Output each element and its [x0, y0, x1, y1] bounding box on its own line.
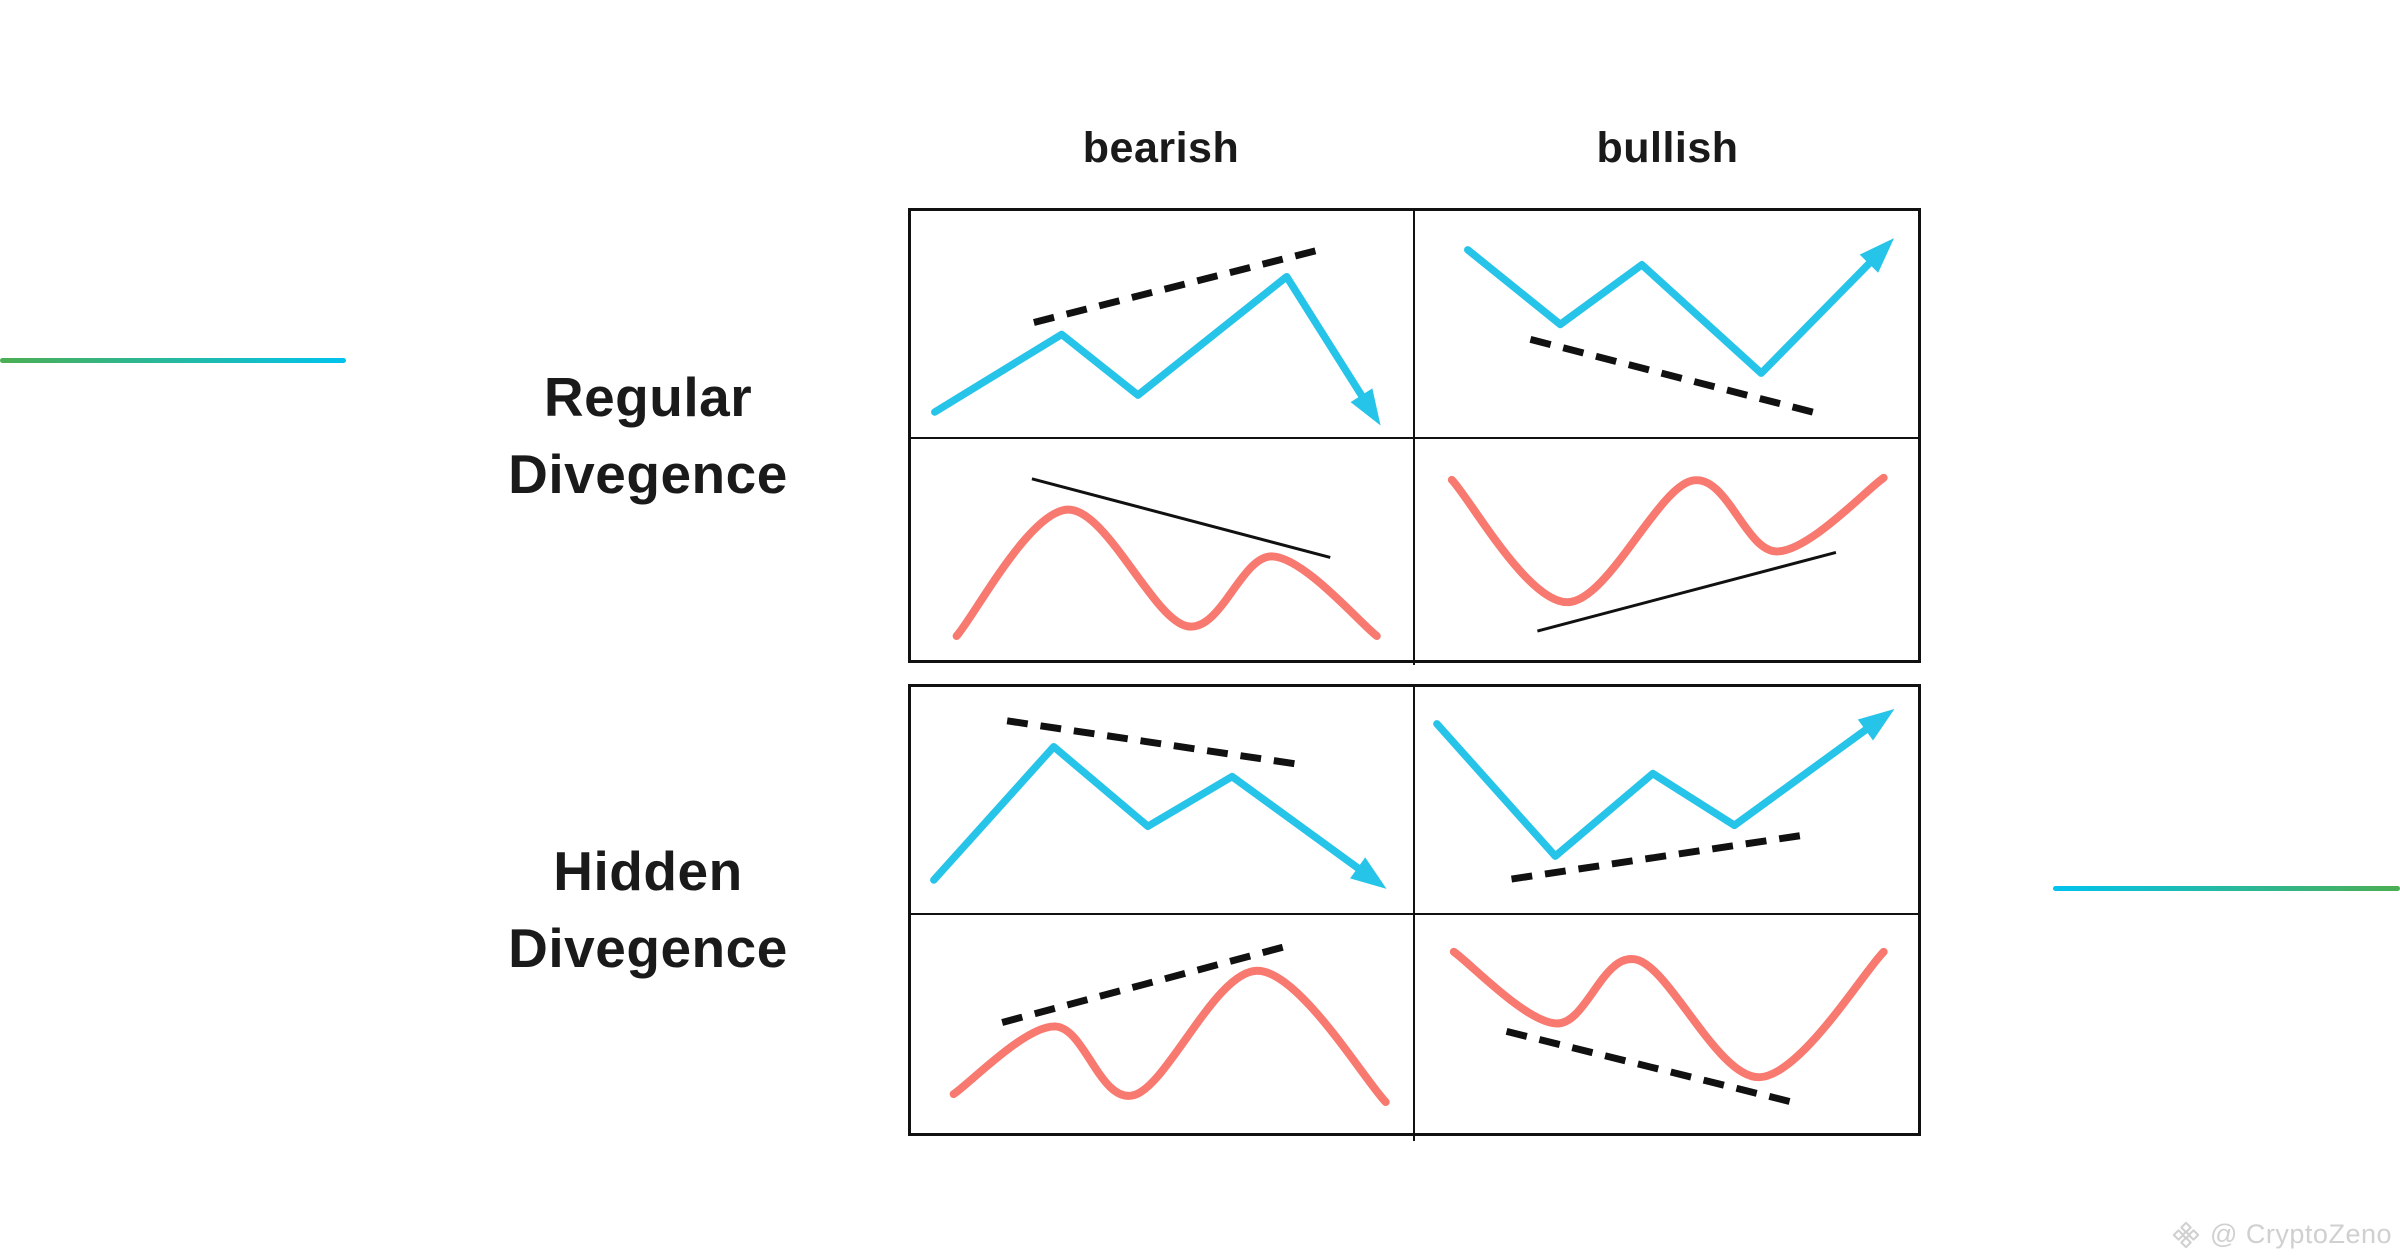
watermark: @ CryptoZeno	[2171, 1219, 2392, 1250]
watermark-text: @ CryptoZeno	[2210, 1219, 2392, 1249]
row-label-line: Divegence	[508, 917, 788, 979]
panel-hidden-bearish-price	[911, 687, 1415, 915]
row-label-line: Regular	[543, 365, 753, 428]
panel-regular-bullish-price	[1414, 211, 1918, 439]
regular-divergence-grid	[908, 208, 1921, 665]
row-label-line: Hidden	[553, 840, 743, 902]
column-header-bullish: bullish	[1596, 123, 1739, 172]
panel-hidden-bullish-indicator	[1415, 915, 1919, 1141]
row-label-regular-divergence: Regular Divegence	[328, 208, 968, 663]
panel-hidden-bearish-indicator	[911, 914, 1415, 1141]
row-label-hidden-divergence: Hidden Divegence	[328, 684, 968, 1136]
column-header-bearish: bearish	[1082, 123, 1240, 172]
row-label-line: Divegence	[508, 442, 788, 505]
binance-diamond-icon	[2171, 1220, 2201, 1250]
panel-regular-bearish-price	[911, 211, 1415, 439]
gradient-line-right	[2053, 886, 2400, 891]
gradient-line-left	[0, 358, 346, 363]
panel-hidden-bullish-price	[1414, 687, 1918, 915]
panel-regular-bullish-indicator	[1415, 439, 1919, 665]
hidden-divergence-grid	[908, 684, 1921, 1141]
panel-regular-bearish-indicator	[911, 438, 1415, 665]
